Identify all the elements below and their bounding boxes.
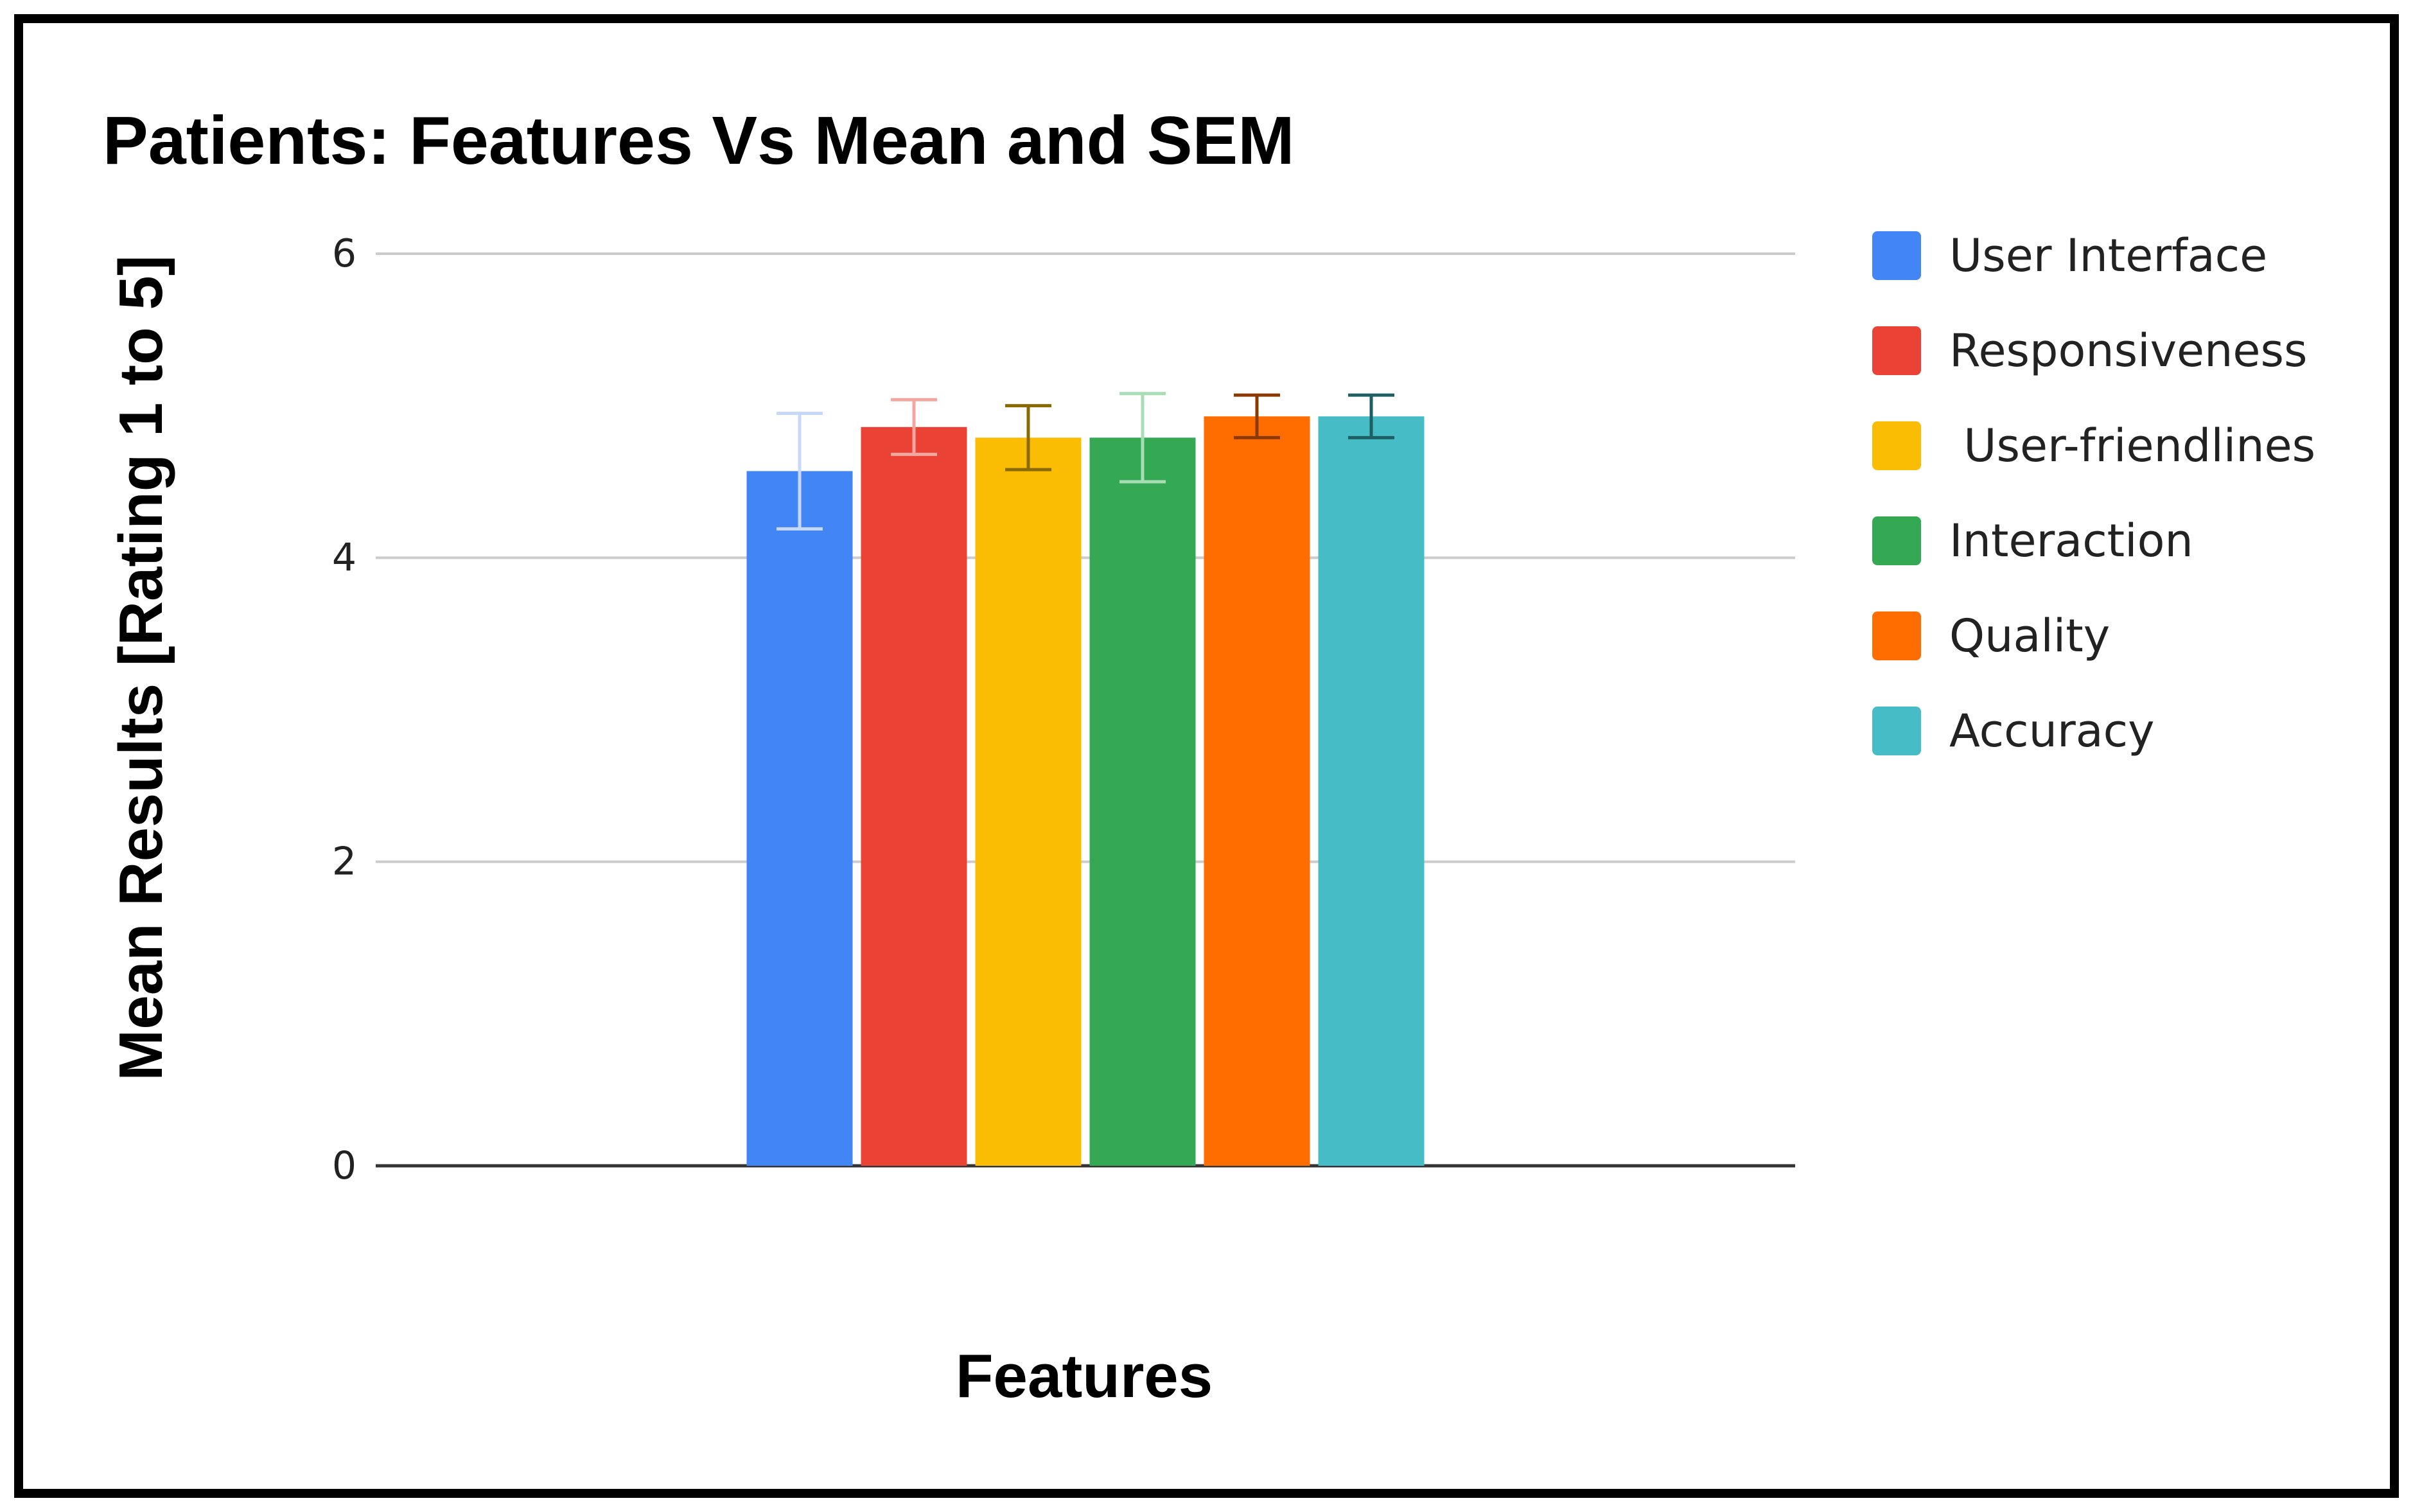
error-bar-4 [1234,393,1280,439]
y-tick-label: 2 [332,840,356,884]
legend-label-4: Quality [1949,610,2110,662]
y-tick-label: 4 [332,535,356,580]
bar-4 [1204,416,1310,1166]
error-bar-2 [1005,404,1051,471]
legend-label-0: User Interface [1949,229,2267,282]
legend-label-3: Interaction [1949,514,2193,567]
legend-label-1: Responsiveness [1949,324,2307,377]
legend-swatch-2 [1872,421,1921,470]
y-tick-label: 0 [332,1143,356,1188]
legend-swatch-1 [1872,326,1921,375]
error-bar-3 [1119,392,1166,484]
chart-title: Patients: Features Vs Mean and SEM [103,103,1295,179]
y-tick-label: 6 [332,231,356,276]
x-axis-title: Features [956,1342,1213,1411]
error-bar-5 [1348,393,1394,439]
error-bar-1 [891,398,937,456]
bar-5 [1318,416,1425,1166]
legend-swatch-0 [1872,231,1921,280]
y-axis-title: Mean Results [Rating 1 to 5] [107,255,175,1081]
legend: User Interface Responsiveness User-friend… [1872,229,2315,757]
bar-2 [975,437,1082,1166]
gridlines: 0 2 4 6 [332,231,1795,1188]
legend-label-2: User-friendlines [1949,419,2315,472]
bar-1 [861,426,967,1166]
bars [746,392,1425,1166]
legend-swatch-4 [1872,611,1921,660]
legend-swatch-5 [1872,707,1921,755]
legend-label-5: Accuracy [1949,705,2155,757]
legend-swatch-3 [1872,516,1921,565]
bar-3 [1089,437,1196,1166]
error-bar-0 [777,412,823,531]
bar-0 [746,471,853,1166]
